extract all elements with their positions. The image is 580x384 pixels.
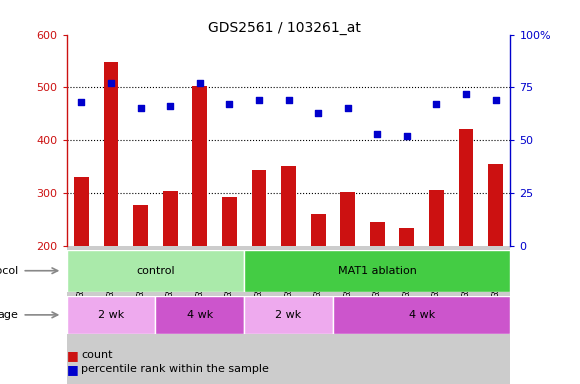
Text: protocol: protocol [0,266,18,276]
Text: age: age [0,310,18,320]
Bar [74,177,89,351]
Point [166,103,175,109]
Bar [429,190,444,351]
Text: 2 wk: 2 wk [98,310,124,320]
Text: percentile rank within the sample: percentile rank within the sample [81,364,269,374]
Text: 4 wk: 4 wk [408,310,435,320]
Bar [252,170,266,351]
Bar [488,164,503,351]
Point [195,80,204,86]
Text: control: control [136,266,175,276]
Bar [222,197,237,351]
Text: count: count [81,350,113,360]
Text: 2 wk: 2 wk [276,310,302,320]
Point [107,80,116,86]
Point [136,106,145,112]
Bar [459,129,473,351]
Point [372,131,382,137]
Text: GDS2561 / 103261_at: GDS2561 / 103261_at [208,21,361,35]
Bar [400,228,414,351]
Point [284,97,293,103]
Text: MAT1 ablation: MAT1 ablation [338,266,416,276]
Bar [163,191,177,351]
Text: ■: ■ [67,363,78,376]
Point [224,101,234,108]
Bar [133,205,148,351]
Point [491,97,500,103]
Text: ■: ■ [67,349,78,362]
Text: 4 wk: 4 wk [187,310,213,320]
Bar [311,214,325,351]
Point [77,99,86,105]
Bar [155,296,244,334]
Bar [244,296,333,334]
Bar [244,250,510,292]
Bar [67,246,510,384]
Bar [281,166,296,351]
Point [403,133,412,139]
Bar [333,296,510,334]
Point [462,91,471,97]
Point [432,101,441,108]
Point [313,110,322,116]
Point [255,97,264,103]
Bar [193,86,207,351]
Bar [67,296,155,334]
Bar [370,222,385,351]
Bar [104,62,118,351]
Bar [67,250,244,292]
Point [343,106,352,112]
Bar [340,192,355,351]
